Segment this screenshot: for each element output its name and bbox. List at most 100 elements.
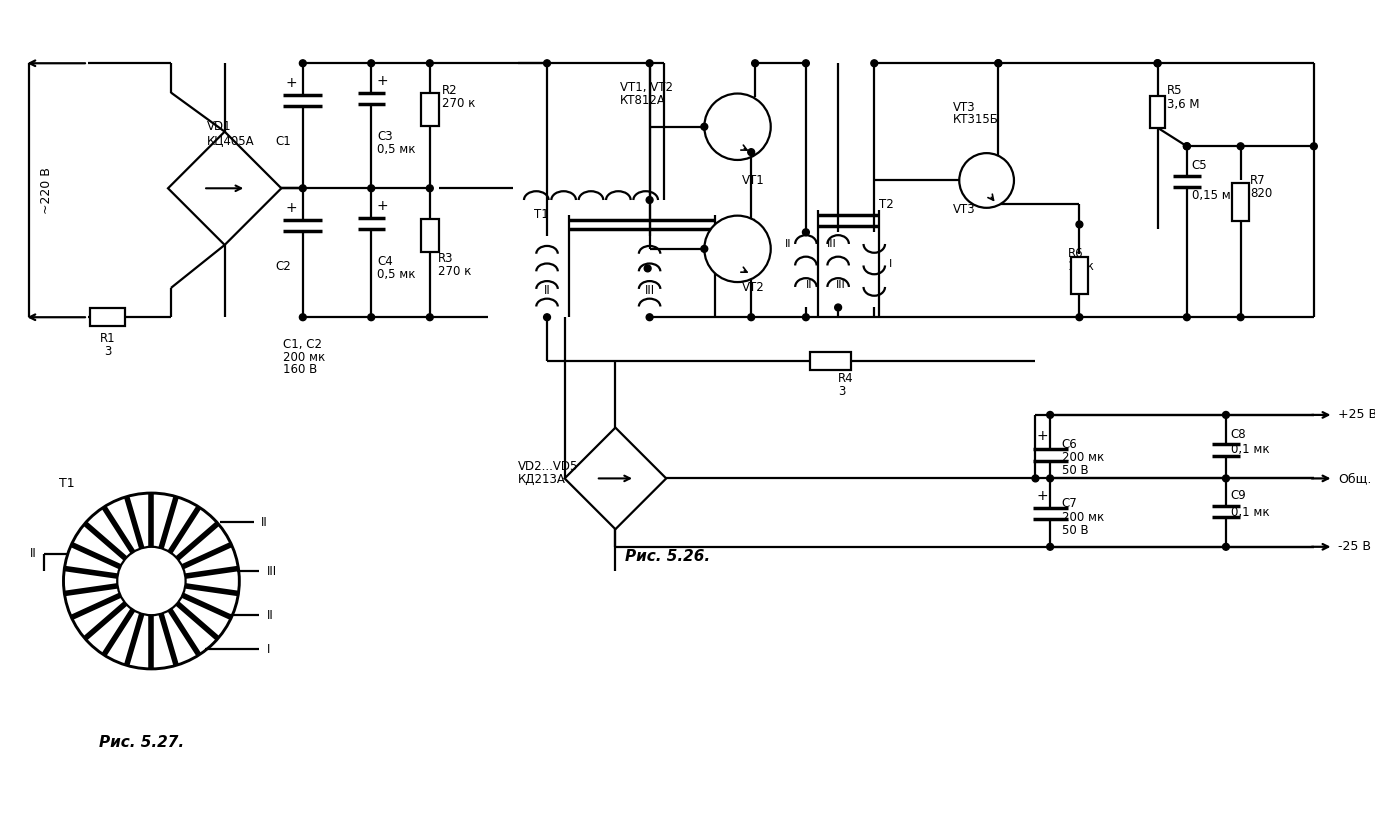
Text: Рис. 5.27.: Рис. 5.27. xyxy=(99,735,184,750)
Circle shape xyxy=(1238,143,1244,150)
Text: C5: C5 xyxy=(1192,160,1207,172)
Text: T1: T1 xyxy=(535,208,549,221)
Circle shape xyxy=(367,185,374,192)
Circle shape xyxy=(1033,475,1040,481)
Circle shape xyxy=(1154,60,1160,67)
Circle shape xyxy=(701,123,708,130)
Circle shape xyxy=(704,94,771,160)
Text: III: III xyxy=(267,565,276,578)
Text: III: III xyxy=(645,285,654,297)
Circle shape xyxy=(704,216,771,282)
Text: III: III xyxy=(826,239,836,249)
Circle shape xyxy=(646,197,653,203)
Circle shape xyxy=(1077,221,1084,228)
Text: 0,15 мк: 0,15 мк xyxy=(1192,188,1238,202)
Text: C3: C3 xyxy=(377,130,393,143)
Circle shape xyxy=(748,149,755,156)
Polygon shape xyxy=(168,132,282,245)
Circle shape xyxy=(752,60,759,67)
Text: 3,6 М: 3,6 М xyxy=(1167,98,1200,111)
Circle shape xyxy=(996,60,1002,67)
Circle shape xyxy=(543,60,550,67)
Circle shape xyxy=(426,185,433,192)
Text: C9: C9 xyxy=(1231,490,1247,503)
Text: VT2: VT2 xyxy=(742,281,764,295)
Text: +25 В: +25 В xyxy=(1338,408,1375,421)
Text: 0,1 мк: 0,1 мк xyxy=(1231,443,1269,456)
Circle shape xyxy=(1238,314,1244,321)
Text: VT3: VT3 xyxy=(953,100,975,114)
Circle shape xyxy=(996,60,1002,67)
Text: +: + xyxy=(1037,489,1048,503)
Text: I: I xyxy=(267,643,270,656)
Text: T1: T1 xyxy=(59,477,74,490)
Circle shape xyxy=(1222,475,1229,481)
Circle shape xyxy=(646,314,653,321)
Text: 10 к: 10 к xyxy=(1068,260,1093,273)
Circle shape xyxy=(803,314,810,321)
Text: 270 к: 270 к xyxy=(437,265,472,278)
Text: КТ812А: КТ812А xyxy=(620,94,666,107)
Text: II: II xyxy=(785,239,791,249)
Text: КД213А: КД213А xyxy=(518,473,565,486)
Text: Общ.: Общ. xyxy=(1338,472,1372,485)
Circle shape xyxy=(1184,314,1191,321)
Text: 270 к: 270 к xyxy=(441,97,474,109)
Circle shape xyxy=(835,304,842,311)
Text: C4: C4 xyxy=(377,255,393,268)
Bar xyxy=(1071,257,1088,294)
Text: 0,5 мк: 0,5 мк xyxy=(377,267,415,281)
Text: КЦ405А: КЦ405А xyxy=(208,134,254,147)
Text: VD2...VD5: VD2...VD5 xyxy=(518,460,578,473)
Circle shape xyxy=(367,60,374,67)
Circle shape xyxy=(543,314,550,321)
Text: R5: R5 xyxy=(1167,84,1182,97)
Circle shape xyxy=(1046,543,1053,551)
Circle shape xyxy=(1310,143,1317,150)
Text: C2: C2 xyxy=(275,260,292,273)
Circle shape xyxy=(426,314,433,321)
Text: R2: R2 xyxy=(441,84,456,97)
Circle shape xyxy=(1222,543,1229,551)
Text: 50 В: 50 В xyxy=(1062,523,1089,537)
Text: 0,5 мк: 0,5 мк xyxy=(377,142,415,156)
Text: III: III xyxy=(836,280,846,290)
Text: I: I xyxy=(888,258,892,268)
Text: C7: C7 xyxy=(1062,497,1078,510)
Bar xyxy=(421,92,439,126)
Text: +: + xyxy=(377,74,388,88)
Circle shape xyxy=(117,546,186,615)
Circle shape xyxy=(1046,412,1053,418)
Circle shape xyxy=(803,60,810,67)
Circle shape xyxy=(960,153,1013,208)
Text: КТ315Б: КТ315Б xyxy=(953,114,998,127)
Circle shape xyxy=(300,314,307,321)
Text: R1: R1 xyxy=(99,332,116,345)
Circle shape xyxy=(645,265,652,272)
Circle shape xyxy=(1184,143,1191,150)
Text: II: II xyxy=(267,609,274,621)
Text: -25 В: -25 В xyxy=(1338,540,1371,553)
Text: R3: R3 xyxy=(437,252,454,265)
Circle shape xyxy=(1046,475,1053,481)
Text: C8: C8 xyxy=(1231,428,1247,441)
Text: T2: T2 xyxy=(879,198,894,212)
Text: VT3: VT3 xyxy=(953,203,975,216)
Circle shape xyxy=(1184,143,1191,150)
Text: C1, C2: C1, C2 xyxy=(283,338,322,351)
Text: 3: 3 xyxy=(103,345,111,358)
Text: VT1: VT1 xyxy=(742,174,764,187)
Text: 160 В: 160 В xyxy=(283,364,318,376)
Bar xyxy=(1232,184,1250,221)
Text: +: + xyxy=(1037,430,1048,444)
Text: 200 мк: 200 мк xyxy=(1062,451,1104,464)
Circle shape xyxy=(646,60,653,67)
Circle shape xyxy=(300,185,307,192)
Text: 200 мк: 200 мк xyxy=(1062,511,1104,524)
Text: +: + xyxy=(377,199,388,213)
Text: R4: R4 xyxy=(839,372,854,385)
Bar xyxy=(1150,96,1166,128)
Text: 50 В: 50 В xyxy=(1062,464,1089,477)
Circle shape xyxy=(300,60,307,67)
Text: 3: 3 xyxy=(839,385,846,398)
